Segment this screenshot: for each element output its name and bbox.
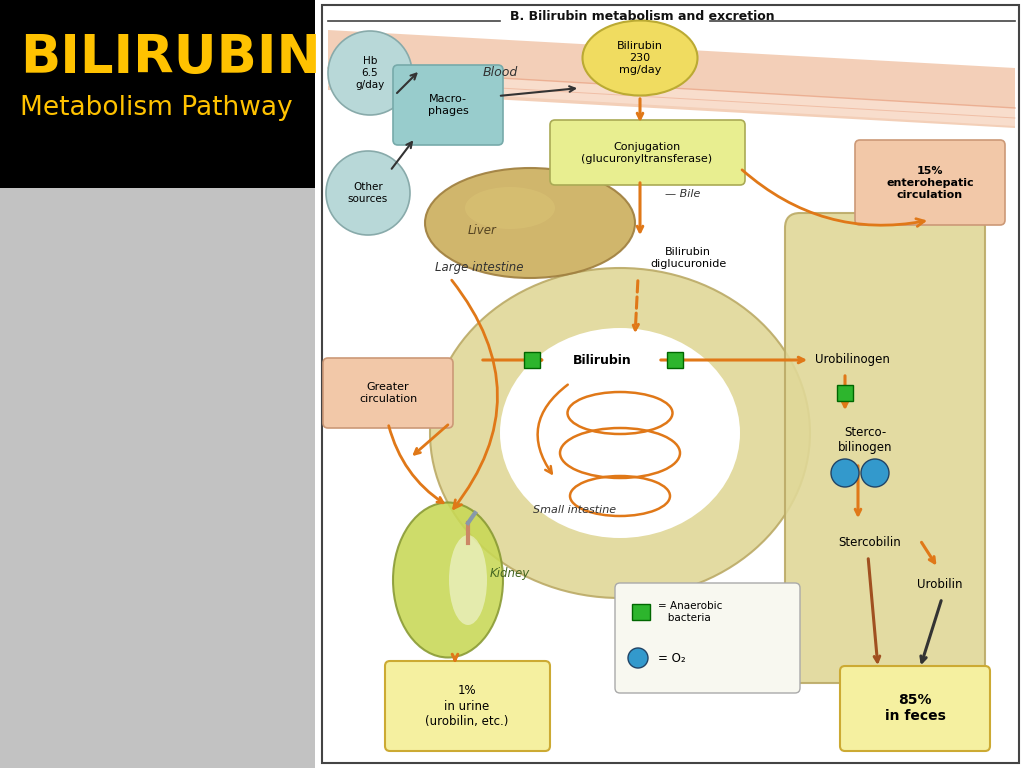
Text: — Bile: — Bile [665,189,700,199]
Ellipse shape [449,535,487,625]
Ellipse shape [430,268,810,598]
Text: Urobilinogen: Urobilinogen [815,353,890,366]
Text: Bilirubin: Bilirubin [572,353,632,366]
Text: 15%
enterohepatic
circulation: 15% enterohepatic circulation [886,167,974,200]
FancyBboxPatch shape [615,583,800,693]
Text: Conjugation
(glucuronyltransferase): Conjugation (glucuronyltransferase) [582,142,713,164]
Text: Bilirubin
230
mg/day: Bilirubin 230 mg/day [617,41,663,74]
Text: = Anaerobic
   bacteria: = Anaerobic bacteria [658,601,722,623]
Bar [667,352,683,368]
Text: 1%
in urine
(urobilin, etc.): 1% in urine (urobilin, etc.) [425,684,509,727]
Text: Liver: Liver [468,223,497,237]
FancyArrowPatch shape [538,385,567,473]
Bar [632,604,650,620]
Ellipse shape [465,187,555,229]
Text: B. Bilirubin metabolism and excretion: B. Bilirubin metabolism and excretion [510,9,774,22]
FancyBboxPatch shape [323,358,453,428]
Circle shape [328,31,412,115]
FancyBboxPatch shape [855,140,1005,225]
Bar [524,352,540,368]
Text: 85%
in feces: 85% in feces [885,693,945,723]
Text: BILIRUBIN: BILIRUBIN [20,32,321,84]
Polygon shape [328,30,1015,128]
Polygon shape [328,68,1015,126]
Text: Hb
6.5
g/day: Hb 6.5 g/day [355,56,385,90]
Text: Small intestine: Small intestine [534,505,616,515]
FancyBboxPatch shape [550,120,745,185]
Text: Large intestine: Large intestine [435,261,523,274]
Text: Urobilin: Urobilin [918,578,963,591]
Bar [837,385,853,401]
Ellipse shape [425,168,635,278]
Ellipse shape [583,21,697,95]
Bar [0,0,315,188]
FancyBboxPatch shape [785,213,985,683]
Bar [322,5,1019,763]
Circle shape [861,459,889,487]
Text: Blood: Blood [482,67,517,80]
Text: Bilirubin
diglucuronide: Bilirubin diglucuronide [650,247,726,269]
Bar [0,188,315,768]
Ellipse shape [393,502,503,657]
Text: Metabolism Pathway: Metabolism Pathway [20,95,293,121]
Text: Greater
circulation: Greater circulation [358,382,417,404]
FancyArrowPatch shape [742,170,925,227]
FancyArrowPatch shape [452,280,498,508]
Circle shape [628,648,648,668]
Ellipse shape [500,328,740,538]
Text: Kidney: Kidney [490,567,530,580]
Text: Sterco-
bilinogen: Sterco- bilinogen [838,426,892,454]
FancyBboxPatch shape [385,661,550,751]
Circle shape [831,459,859,487]
Text: Other
sources: Other sources [348,182,388,204]
FancyBboxPatch shape [840,666,990,751]
Circle shape [326,151,410,235]
Text: Stercobilin: Stercobilin [839,537,901,549]
Text: = O₂: = O₂ [658,651,686,664]
FancyBboxPatch shape [393,65,503,145]
Text: Macro-
phages: Macro- phages [428,94,468,116]
